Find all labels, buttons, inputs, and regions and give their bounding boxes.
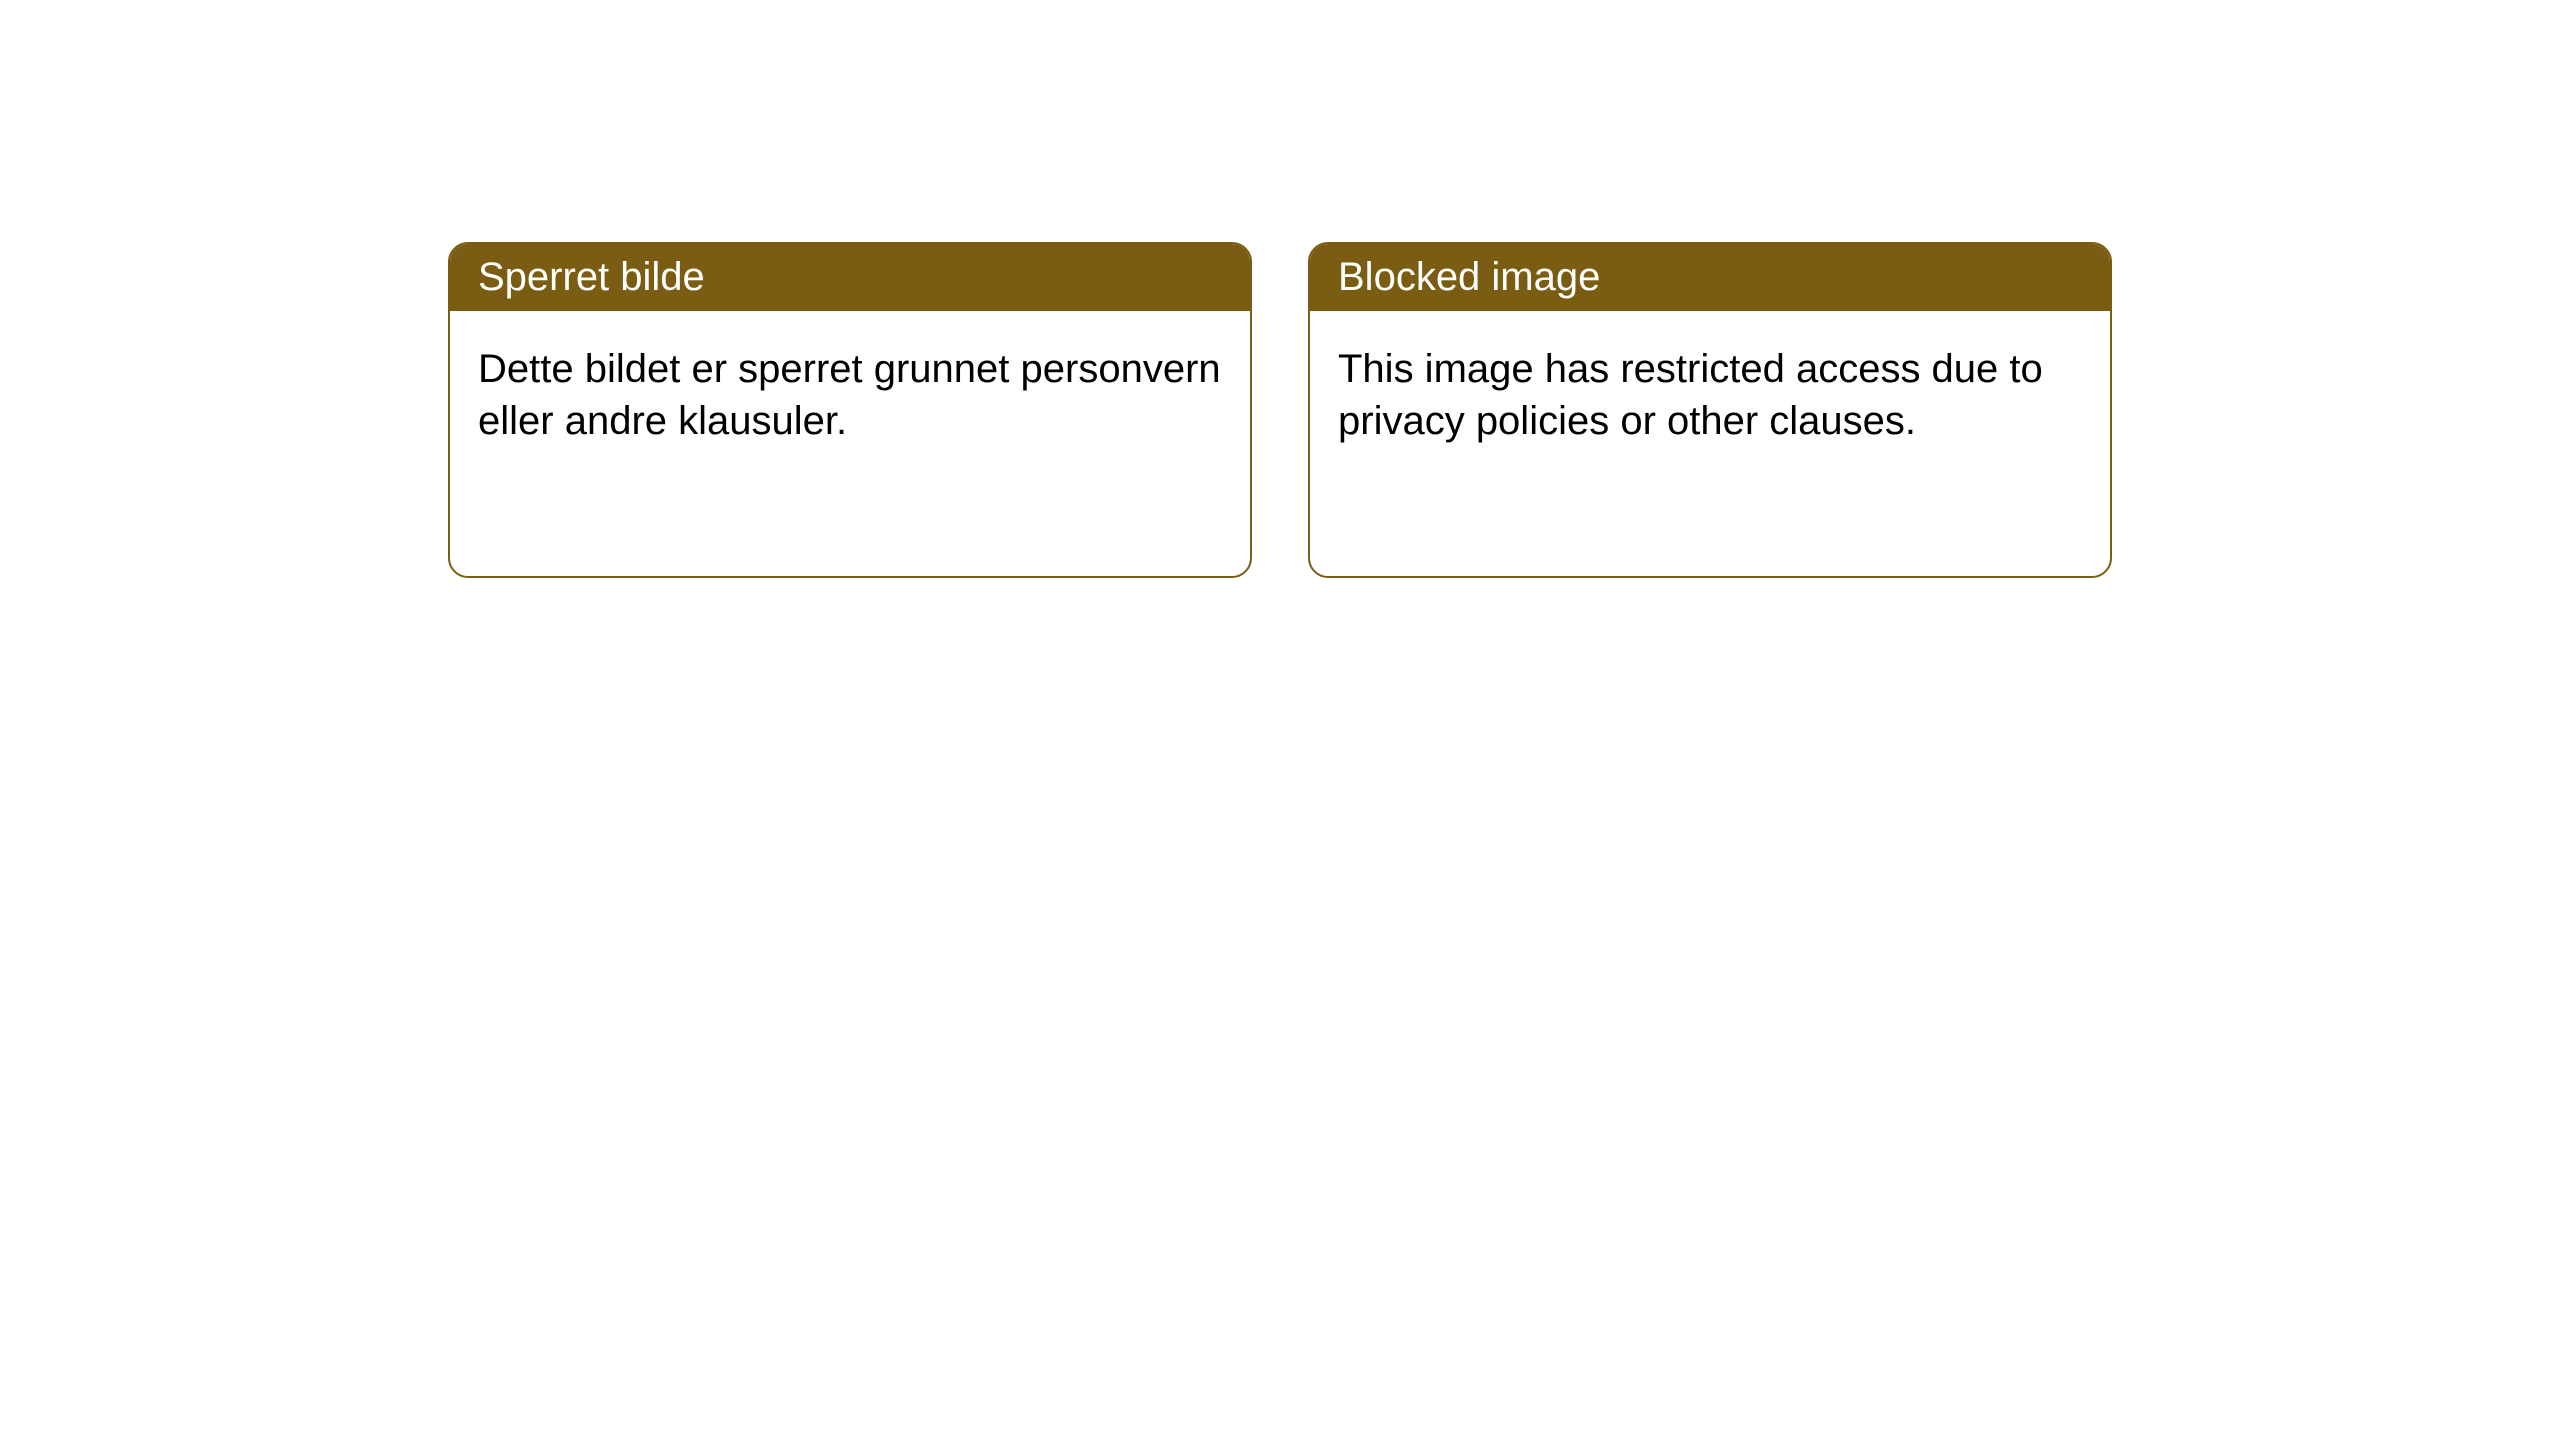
card-text-en: This image has restricted access due to … <box>1338 347 2043 443</box>
card-body-no: Dette bildet er sperret grunnet personve… <box>450 311 1250 479</box>
card-title-en: Blocked image <box>1338 255 1600 299</box>
card-header-en: Blocked image <box>1310 244 2110 311</box>
card-text-no: Dette bildet er sperret grunnet personve… <box>478 347 1221 443</box>
blocked-image-cards: Sperret bilde Dette bildet er sperret gr… <box>448 242 2560 578</box>
card-body-en: This image has restricted access due to … <box>1310 311 2110 479</box>
card-title-no: Sperret bilde <box>478 255 705 299</box>
blocked-image-card-no: Sperret bilde Dette bildet er sperret gr… <box>448 242 1252 578</box>
card-header-no: Sperret bilde <box>450 244 1250 311</box>
blocked-image-card-en: Blocked image This image has restricted … <box>1308 242 2112 578</box>
